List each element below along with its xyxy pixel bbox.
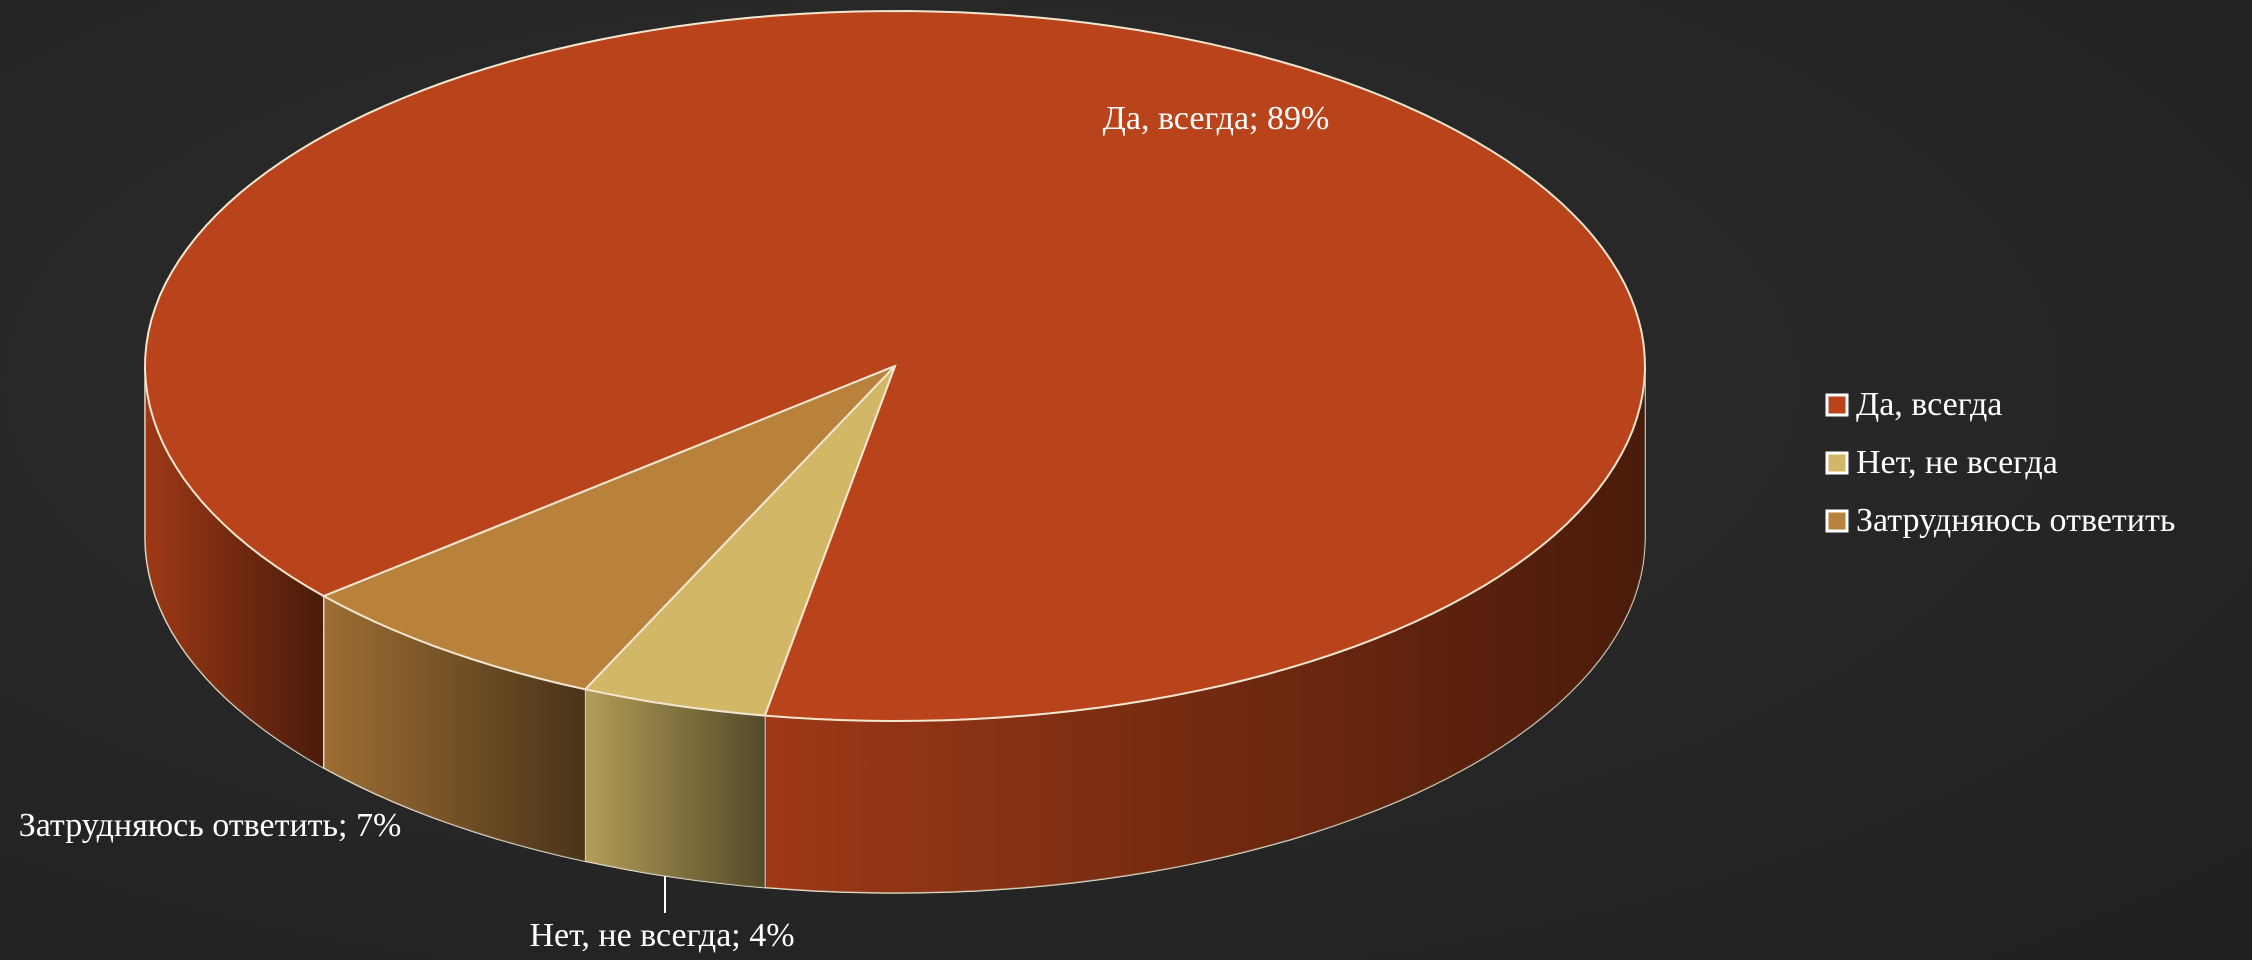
- data-label: Нет, не всегда; 4%: [529, 917, 794, 954]
- legend-label: Нет, не всегда: [1856, 444, 2058, 481]
- pie-sides: [144, 365, 1646, 894]
- legend-label: Да, всегда: [1856, 386, 2002, 423]
- pie-slice: [583, 365, 896, 717]
- pie-tops: [143, 9, 1647, 723]
- pie-slice: [321, 365, 896, 691]
- legend-swatch: [1825, 509, 1849, 533]
- data-label: Затрудняюсь ответить; 7%: [18, 807, 402, 844]
- pie-side-shade: [764, 366, 1645, 893]
- pie-side-shade: [585, 689, 765, 888]
- legend-swatch: [1825, 451, 1849, 475]
- legend-swatch: [1825, 393, 1849, 417]
- pie-side-shade: [145, 366, 324, 769]
- legend-label: Затрудняюсь ответить: [1856, 502, 2175, 539]
- pie-side-shade: [323, 596, 586, 862]
- data-label: Да, всегда; 89%: [1103, 100, 1330, 137]
